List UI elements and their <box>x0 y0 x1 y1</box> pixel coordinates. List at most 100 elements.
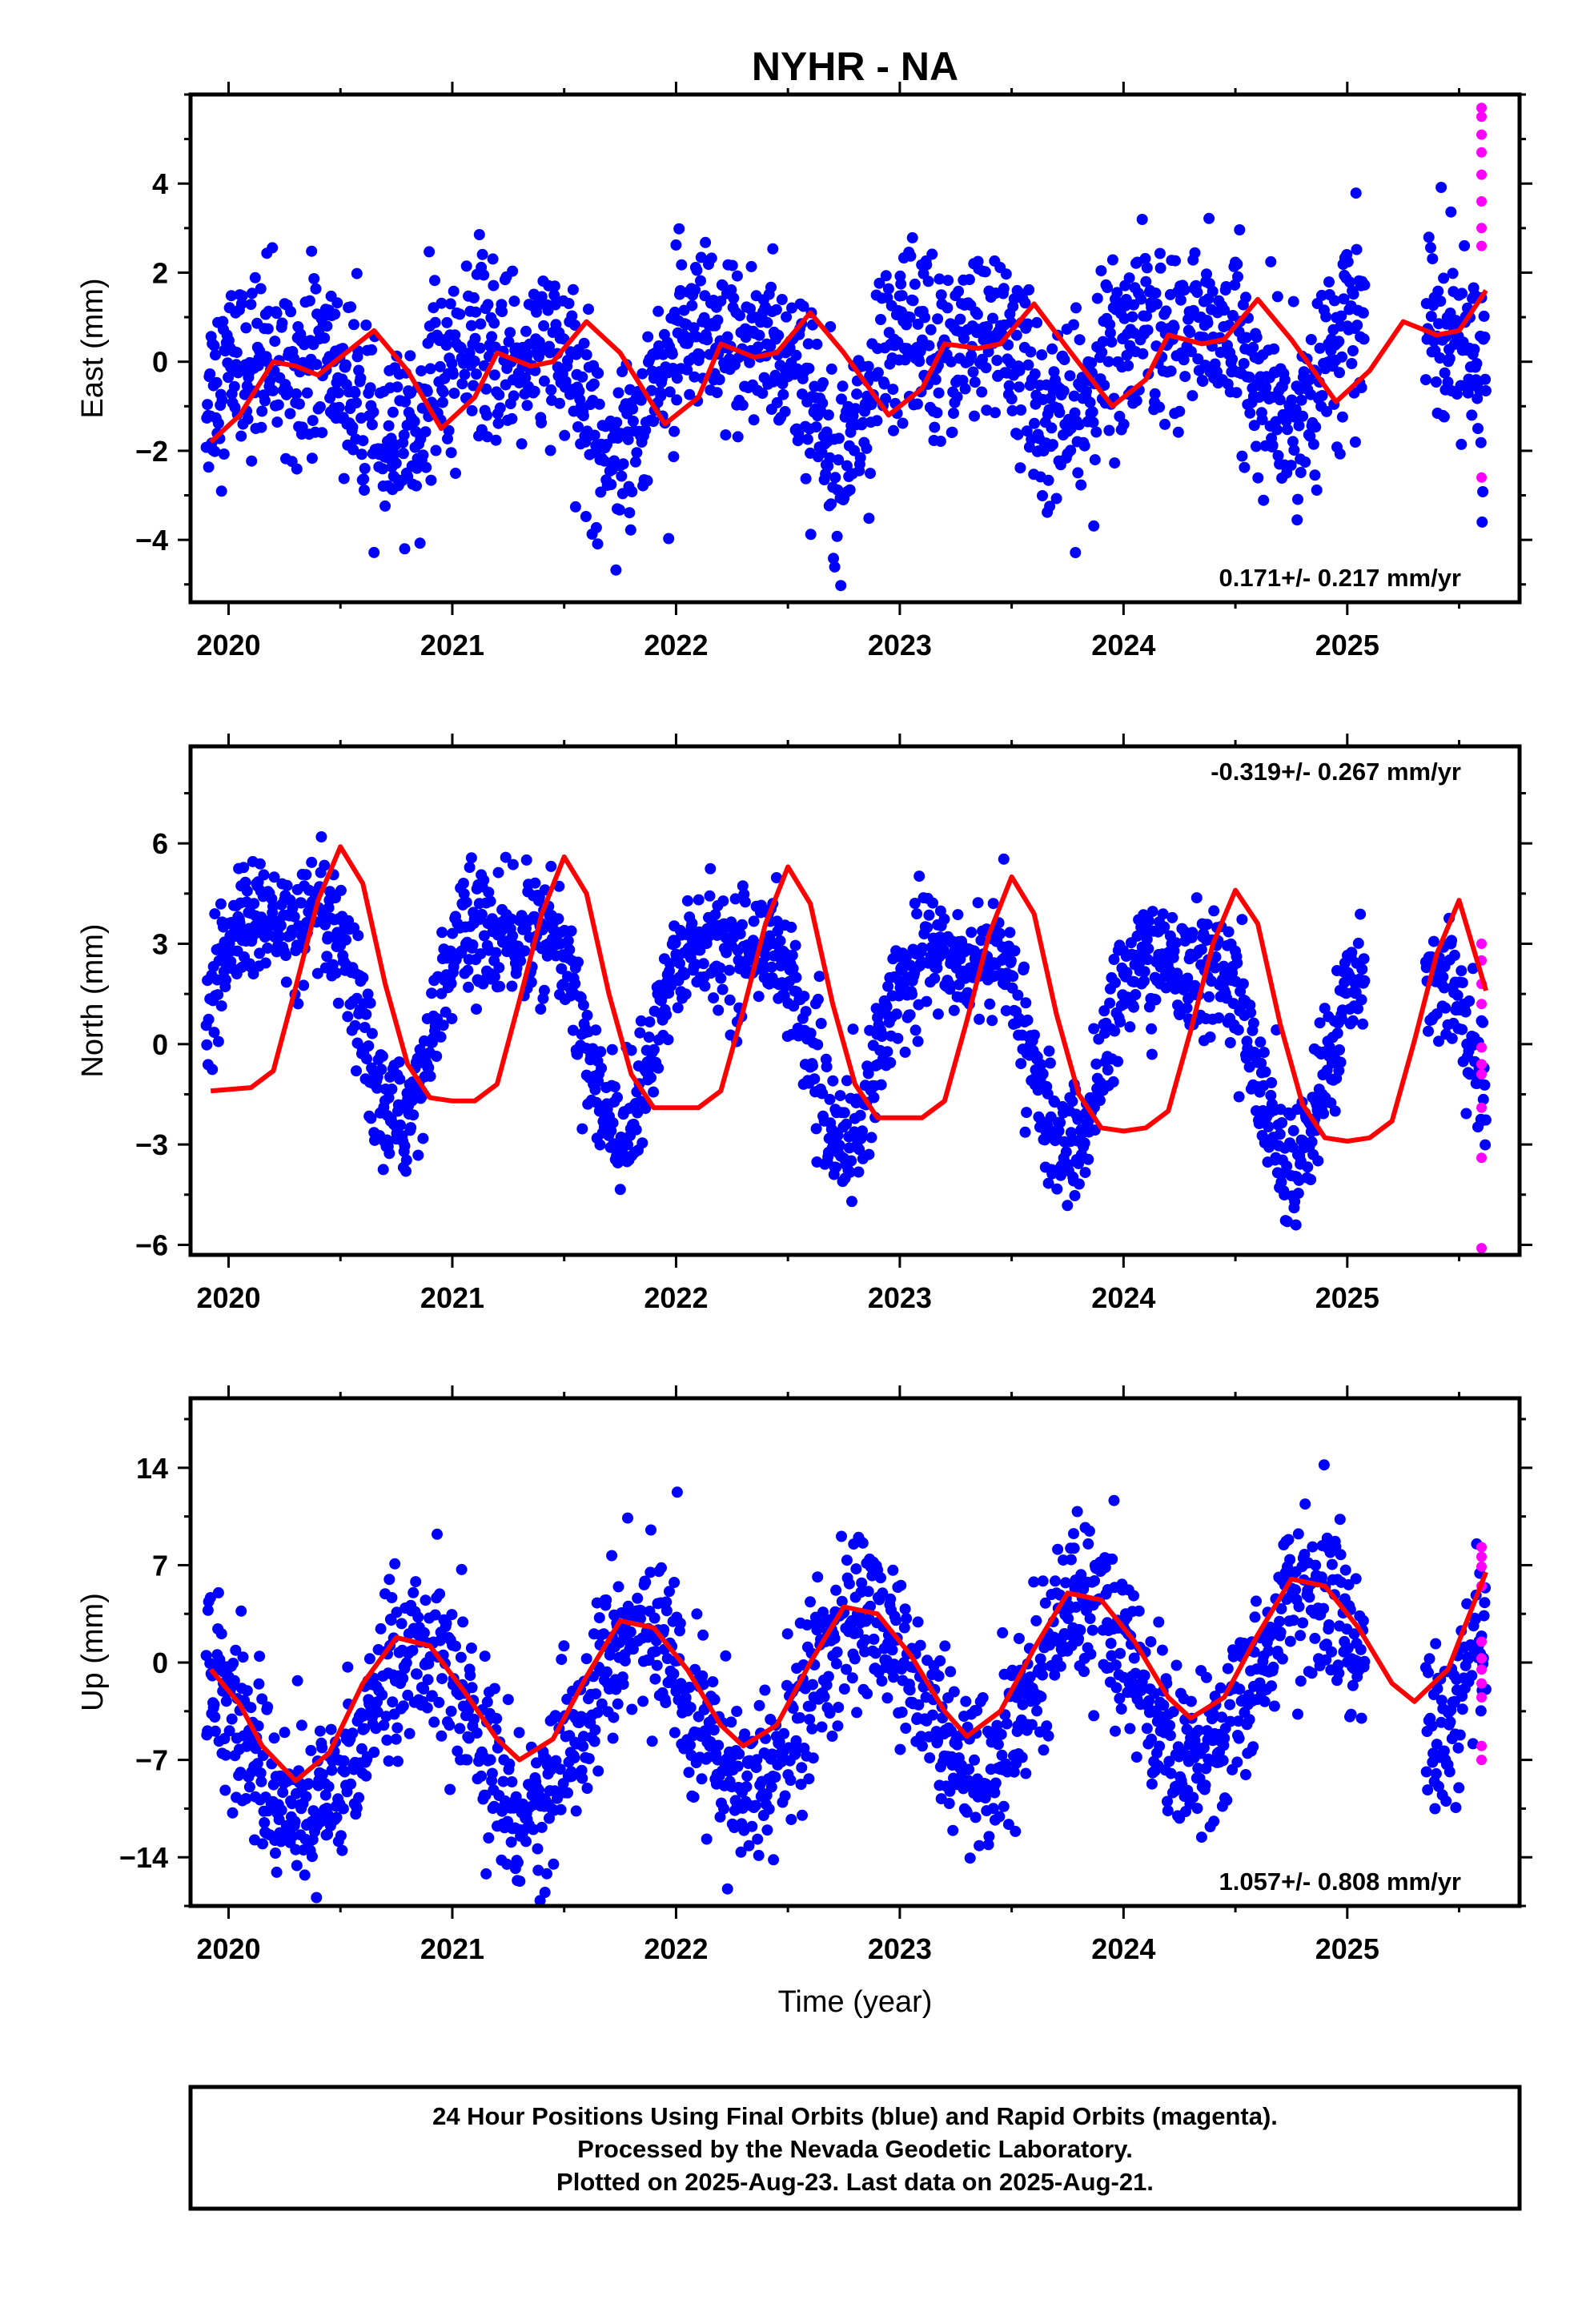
final-point <box>414 537 426 549</box>
final-point <box>617 1679 629 1691</box>
final-point <box>1088 1710 1100 1722</box>
final-point <box>361 1053 372 1065</box>
final-point <box>492 866 504 879</box>
final-point <box>739 896 751 908</box>
final-point <box>525 976 537 988</box>
final-point <box>1158 921 1170 933</box>
final-point <box>347 1727 359 1739</box>
final-point <box>776 294 788 305</box>
final-point <box>457 1616 469 1628</box>
final-point <box>790 971 802 983</box>
final-point <box>471 1727 483 1739</box>
final-point <box>701 1833 713 1845</box>
final-point <box>593 398 605 410</box>
final-point <box>1047 439 1058 451</box>
final-point <box>536 1821 548 1833</box>
final-point <box>1140 275 1152 287</box>
final-point <box>434 360 446 372</box>
final-point <box>387 406 399 418</box>
final-point <box>863 1148 875 1160</box>
final-point <box>961 1806 973 1818</box>
final-point <box>1159 418 1170 430</box>
final-point <box>555 1803 567 1815</box>
final-point <box>672 1002 684 1014</box>
final-point <box>811 338 823 350</box>
final-point <box>1089 454 1101 466</box>
final-point <box>640 1576 652 1588</box>
final-point <box>836 1530 847 1542</box>
final-point <box>1305 1174 1317 1185</box>
final-point <box>583 304 594 316</box>
final-point <box>1023 283 1035 296</box>
final-point <box>765 961 777 973</box>
final-point <box>410 1576 422 1588</box>
final-point <box>431 1051 443 1062</box>
final-point <box>1476 516 1488 528</box>
final-point <box>1054 407 1066 418</box>
final-point <box>997 1626 1009 1638</box>
final-point <box>1073 1633 1085 1645</box>
final-point <box>786 302 797 314</box>
final-point <box>835 580 847 592</box>
final-orbit-points <box>200 182 1492 592</box>
final-point <box>1138 975 1150 987</box>
final-point <box>273 1814 285 1826</box>
final-point <box>280 950 291 962</box>
final-point <box>1138 966 1150 978</box>
final-point <box>925 324 937 336</box>
final-point <box>228 380 240 392</box>
final-point <box>314 1725 326 1737</box>
final-point <box>1000 1005 1012 1017</box>
final-point <box>333 401 345 413</box>
final-point <box>1302 1161 1314 1173</box>
final-point <box>1358 953 1370 965</box>
final-point <box>987 898 999 910</box>
final-point <box>289 1815 301 1827</box>
final-point <box>959 383 971 395</box>
final-point <box>1350 187 1362 199</box>
final-point <box>652 305 665 317</box>
final-point <box>440 340 452 351</box>
final-point <box>912 318 924 330</box>
final-point <box>861 1687 873 1699</box>
final-point <box>506 980 518 992</box>
final-point <box>464 862 476 874</box>
final-point <box>1336 411 1348 423</box>
final-point <box>1041 1720 1053 1732</box>
final-point <box>1328 295 1340 307</box>
final-point <box>976 386 988 398</box>
final-point <box>521 400 533 412</box>
final-point <box>863 513 875 525</box>
final-point <box>1310 421 1322 433</box>
final-point <box>553 880 565 892</box>
final-point <box>400 396 412 408</box>
final-point <box>670 239 682 251</box>
final-point <box>387 1696 399 1708</box>
final-point <box>658 1624 670 1635</box>
rapid-point <box>1476 1059 1487 1070</box>
final-point <box>385 1614 397 1626</box>
final-point <box>506 412 518 424</box>
final-point <box>873 277 885 289</box>
final-point <box>536 416 548 428</box>
final-point <box>246 287 258 300</box>
final-point <box>909 278 921 290</box>
final-point <box>1419 374 1431 386</box>
final-point <box>1286 394 1298 406</box>
final-point <box>1069 407 1081 419</box>
y-tick-label: −3 <box>135 1128 168 1161</box>
final-point <box>708 1724 720 1736</box>
final-point <box>841 1663 853 1675</box>
final-point <box>292 998 304 1010</box>
final-point <box>420 426 432 438</box>
final-point <box>686 300 698 312</box>
final-point <box>1039 1134 1050 1146</box>
final-point <box>210 349 221 361</box>
final-point <box>1049 1669 1061 1681</box>
final-point <box>316 1768 328 1780</box>
final-point <box>360 320 372 331</box>
final-point <box>486 331 498 343</box>
final-point <box>219 1784 231 1796</box>
final-point <box>388 448 400 460</box>
final-point <box>909 1024 921 1036</box>
